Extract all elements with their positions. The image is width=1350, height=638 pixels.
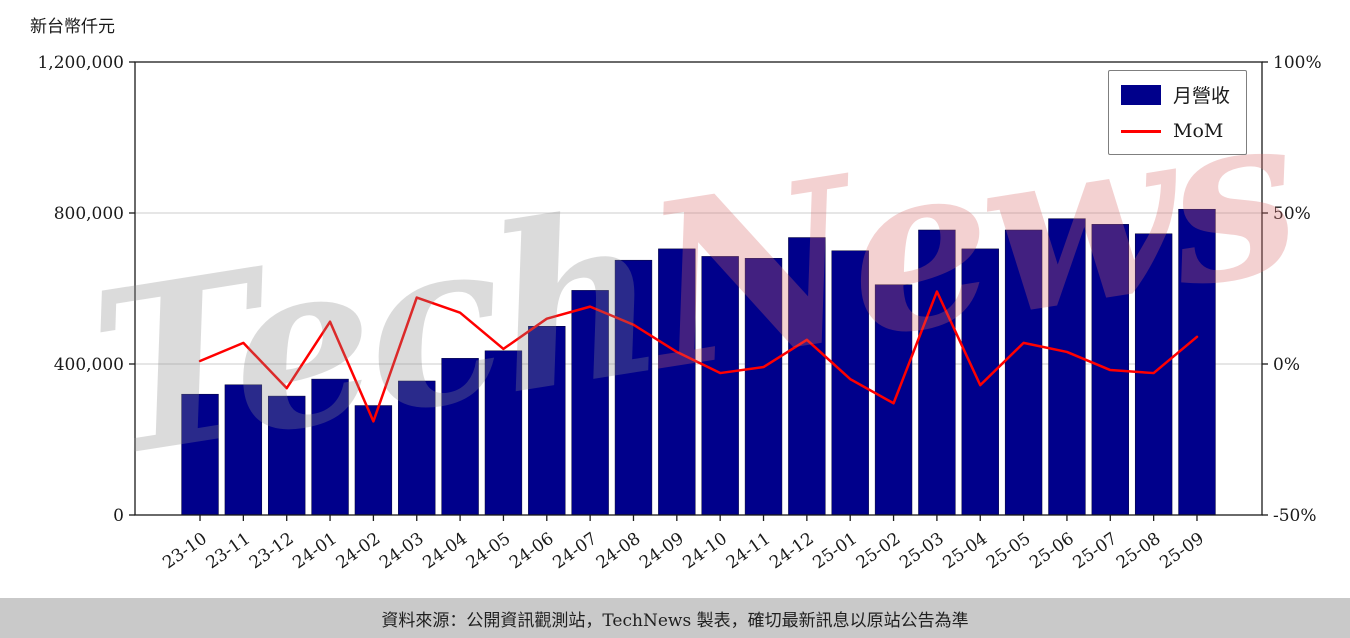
- x-axis-tick-label: 24-09: [636, 529, 688, 573]
- legend-label-revenue: 月營收: [1173, 85, 1231, 107]
- revenue-bar: [484, 350, 523, 516]
- x-axis-tick-label: 24-02: [333, 529, 385, 573]
- x-axis-tick-label: 25-08: [1113, 529, 1165, 573]
- mom-line-swatch: [1121, 129, 1161, 133]
- revenue-bar: [1048, 218, 1086, 516]
- source-text: 資料來源：公開資訊觀測站，TechNews 製表，確切最新訊息以原站公告為準: [381, 610, 969, 631]
- revenue-bar: [701, 256, 739, 516]
- source-footer: 資料來源：公開資訊觀測站，TechNews 製表，確切最新訊息以原站公告為準: [0, 598, 1350, 638]
- x-axis-tick-label: 25-02: [853, 529, 905, 573]
- x-axis-tick-label: 25-09: [1156, 529, 1208, 573]
- revenue-bar: [224, 384, 263, 516]
- right-axis-tick-label: 0%: [1273, 355, 1300, 375]
- x-axis-tick-label: 23-10: [159, 529, 211, 573]
- x-axis-tick-label: 25-03: [896, 529, 948, 573]
- revenue-bar: [528, 326, 566, 516]
- x-axis-tick-label: 25-04: [939, 529, 991, 573]
- revenue-bar: [961, 248, 999, 516]
- x-axis-tick-label: 25-06: [1026, 529, 1078, 573]
- revenue-bar: [788, 237, 826, 516]
- x-axis-tick-label: 24-03: [376, 529, 428, 573]
- y-axis-unit-label: 新台幣仟元: [30, 17, 115, 37]
- right-axis-tick-label: -50%: [1273, 506, 1317, 526]
- x-axis-tick-label: 24-07: [549, 529, 601, 573]
- revenue-bar: [571, 290, 609, 516]
- revenue-bar-swatch: [1121, 84, 1161, 105]
- revenue-bar: [311, 378, 349, 516]
- x-axis-tick-label: 24-01: [289, 529, 341, 573]
- x-axis-tick-label: 24-11: [723, 529, 775, 573]
- revenue-bar: [658, 248, 696, 516]
- x-axis-tick-label: 24-05: [463, 529, 515, 573]
- left-axis-tick-label: 0: [113, 506, 124, 526]
- chart-legend: 月營收 MoM: [1108, 70, 1248, 155]
- revenue-bar: [354, 405, 393, 516]
- revenue-bar: [744, 258, 783, 516]
- right-axis-tick-label: 50%: [1273, 204, 1311, 224]
- mom-line: [198, 290, 1199, 423]
- x-axis-tick-label: 25-05: [983, 529, 1035, 573]
- revenue-bar: [614, 259, 653, 516]
- revenue-bar: [398, 380, 436, 516]
- left-axis-tick-label: 1,200,000: [37, 53, 124, 73]
- x-axis-tick-label: 24-06: [506, 529, 558, 573]
- x-axis-tick-label: 24-04: [419, 529, 471, 573]
- legend-item-revenue: 月營收: [1121, 81, 1230, 108]
- revenue-bar: [1178, 208, 1216, 516]
- x-axis-tick-label: 23-12: [246, 529, 298, 573]
- x-axis-tick-label: 25-01: [809, 529, 861, 573]
- revenue-bar: [181, 393, 219, 516]
- legend-label-mom: MoM: [1173, 120, 1224, 142]
- legend-item-mom: MoM: [1121, 120, 1230, 142]
- revenue-bar: [1134, 233, 1173, 516]
- revenue-bar: [441, 358, 479, 516]
- revenue-bar: [1004, 229, 1043, 516]
- plot-frame: [134, 61, 1263, 516]
- revenue-bar: [831, 250, 869, 516]
- x-axis-tick-label: 23-11: [203, 529, 255, 573]
- left-axis-tick-label: 400,000: [54, 355, 124, 375]
- revenue-bar: [268, 395, 306, 516]
- x-axis-tick-label: 25-07: [1070, 529, 1122, 573]
- x-axis-tick-label: 24-12: [766, 529, 818, 573]
- revenue-bar: [918, 229, 956, 516]
- x-axis-tick-label: 24-08: [593, 529, 645, 573]
- x-axis-tick-label: 24-10: [679, 529, 731, 573]
- chart-svg: 0 400,000 800,000 1,200,000 -50% 0% 50% 100% 23-…: [37, 53, 1322, 573]
- right-axis-tick-label: 100%: [1273, 53, 1322, 73]
- left-axis-tick-label: 800,000: [54, 204, 124, 224]
